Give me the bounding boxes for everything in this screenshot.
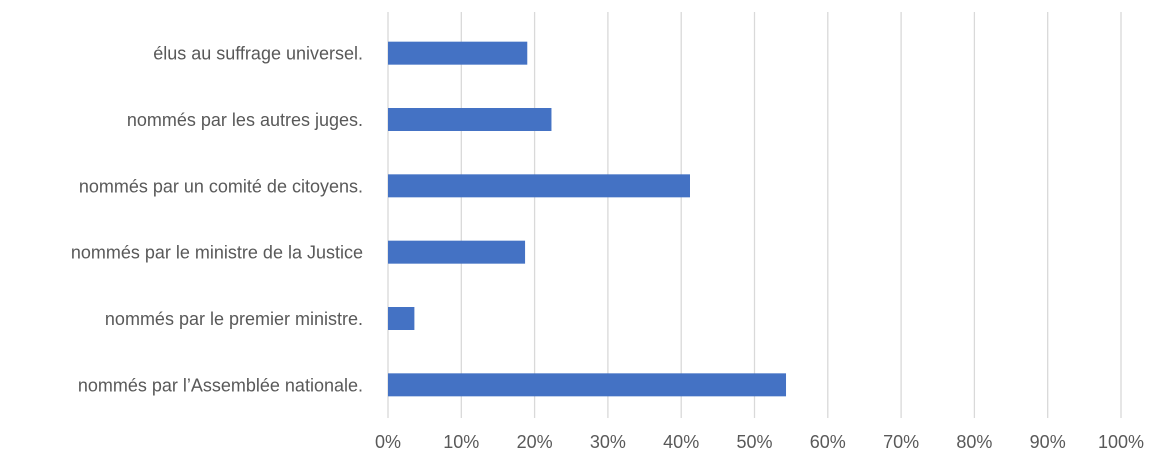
bar [388, 373, 787, 397]
x-tick-label: 40% [663, 432, 699, 452]
x-tick-label: 50% [736, 432, 772, 452]
bars [388, 41, 787, 397]
gridlines [387, 12, 1122, 418]
category-label: nommés par le ministre de la Justice [71, 243, 363, 263]
category-label: nommés par le premier ministre. [105, 309, 363, 329]
x-tick-label: 0% [375, 432, 401, 452]
bar [388, 108, 552, 131]
bar [388, 174, 690, 198]
x-tick-label: 100% [1098, 432, 1144, 452]
x-tick-label: 70% [883, 432, 919, 452]
x-tick-label: 10% [443, 432, 479, 452]
bar [388, 240, 526, 264]
category-label: nommés par les autres juges. [127, 110, 363, 130]
x-tick-label: 90% [1030, 432, 1066, 452]
bar [388, 41, 528, 65]
category-label: nommés par un comité de citoyens. [79, 176, 363, 196]
x-tick-label: 80% [956, 432, 992, 452]
category-label: nommés par l’Assemblée nationale. [78, 375, 363, 395]
x-tick-labels: 0% 10% 20% 30% 40% 50% 60% 70% 80% 90% 100% [375, 432, 1144, 452]
x-tick-label: 60% [810, 432, 846, 452]
bar [388, 307, 415, 330]
category-labels: élus au suffrage universel. nommés par le… [71, 44, 363, 396]
x-tick-label: 20% [517, 432, 553, 452]
category-label: élus au suffrage universel. [153, 44, 363, 64]
x-tick-label: 30% [590, 432, 626, 452]
